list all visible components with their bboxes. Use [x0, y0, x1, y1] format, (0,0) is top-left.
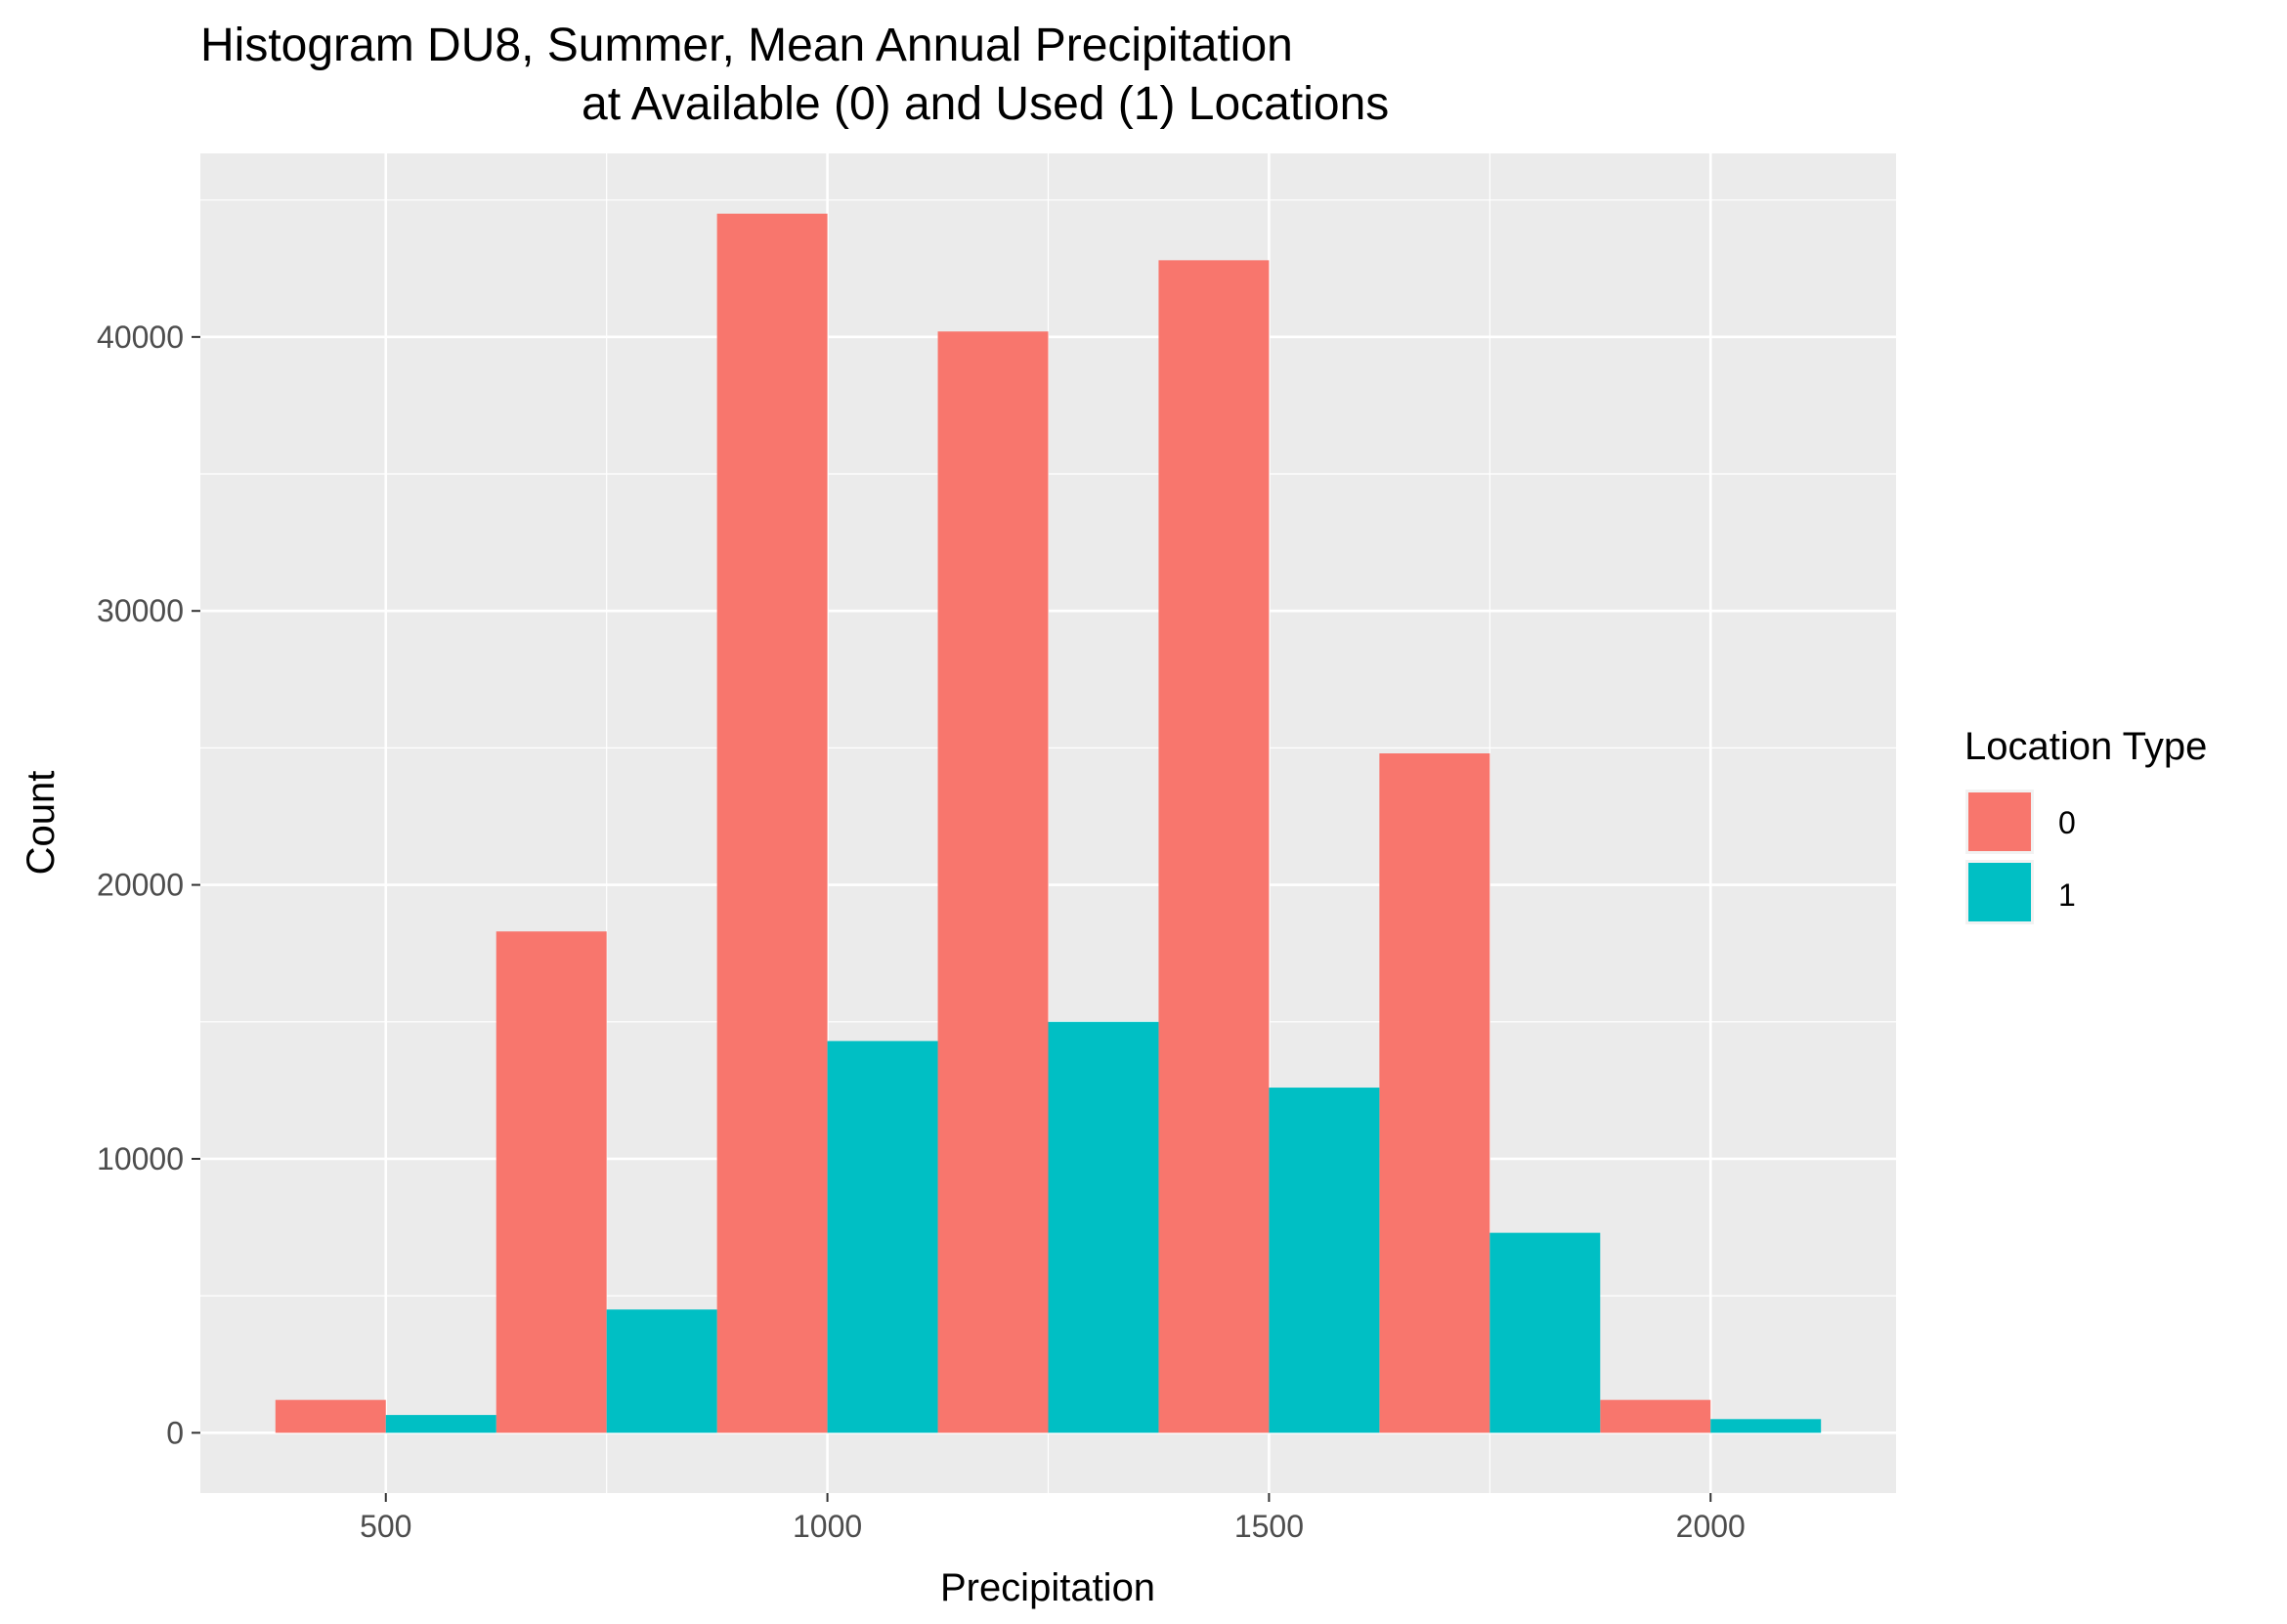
- bar-series-0-bin-1500: [1158, 260, 1270, 1433]
- bar-series-0-bin-500: [275, 1399, 386, 1433]
- chart-title-line-1: Histogram DU8, Summer, Mean Annual Preci…: [200, 20, 1293, 71]
- y-axis: 0 10000 20000 30000 40000: [97, 320, 200, 1450]
- legend-title: Location Type: [1964, 725, 2207, 768]
- bar-series-1-bin-1750: [1489, 1232, 1601, 1433]
- x-axis-title: Precipitation: [940, 1566, 1155, 1609]
- bar-series-1-bin-1000: [827, 1041, 938, 1433]
- legend-label-0: 0: [2058, 805, 2076, 840]
- x-tick-label: 1500: [1234, 1509, 1304, 1544]
- y-tick-label: 10000: [97, 1141, 184, 1176]
- y-tick-label: 40000: [97, 320, 184, 355]
- legend-swatch-1: [1968, 863, 2031, 921]
- histogram-bars: [275, 213, 1822, 1433]
- legend-label-1: 1: [2058, 877, 2076, 913]
- bar-series-0-bin-1750: [1379, 753, 1490, 1433]
- x-tick-label: 2000: [1676, 1509, 1746, 1544]
- x-tick-label: 1000: [793, 1509, 862, 1544]
- bar-series-1-bin-2000: [1710, 1419, 1822, 1433]
- y-tick-label: 0: [166, 1415, 184, 1450]
- legend: Location Type 0 1: [1964, 725, 2207, 924]
- x-tick-label: 500: [360, 1509, 411, 1544]
- bar-series-1-bin-500: [385, 1415, 496, 1433]
- y-tick-label: 30000: [97, 593, 184, 628]
- legend-swatch-0: [1968, 792, 2031, 851]
- bar-series-1-bin-1500: [1269, 1088, 1380, 1433]
- bar-series-0-bin-1250: [937, 331, 1049, 1433]
- bar-series-1-bin-750: [606, 1309, 717, 1433]
- chart-title-line-2: at Available (0) and Used (1) Locations: [582, 78, 1389, 130]
- bar-series-1-bin-1250: [1048, 1021, 1159, 1433]
- bar-series-0-bin-750: [496, 931, 607, 1433]
- y-tick-label: 20000: [97, 868, 184, 903]
- bar-series-0-bin-1000: [716, 213, 828, 1433]
- y-axis-title: Count: [20, 771, 63, 876]
- x-axis: 500 1000 1500 2000: [360, 1493, 1746, 1544]
- bar-series-0-bin-2000: [1600, 1399, 1711, 1433]
